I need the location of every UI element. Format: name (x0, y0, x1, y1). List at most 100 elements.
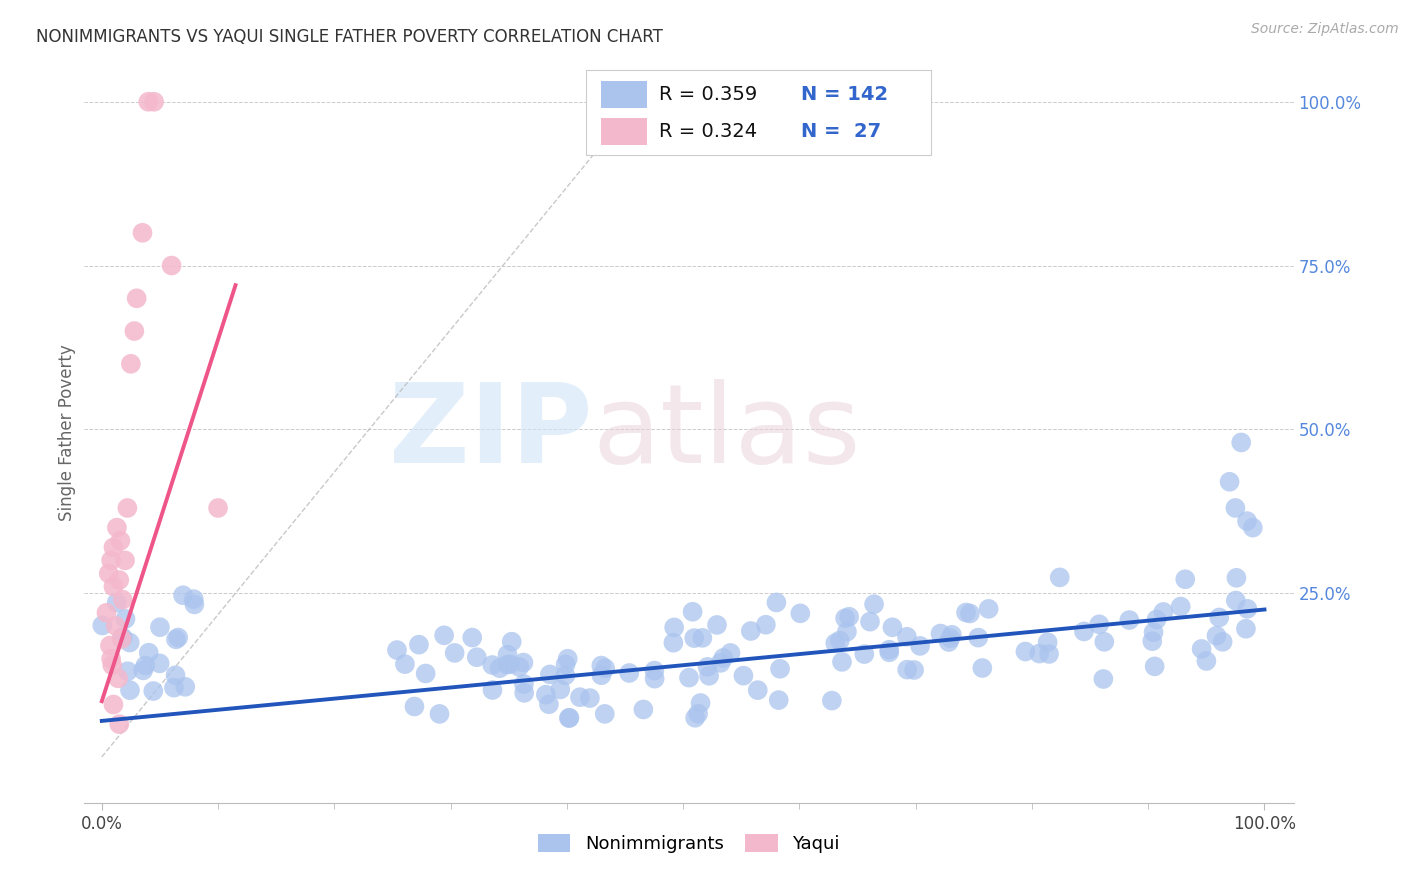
Text: N = 142: N = 142 (801, 85, 889, 103)
Point (103, 580, 125, 594)
Text: atlas: atlas (592, 379, 860, 486)
Point (554, 668, 576, 682)
Point (110, 632, 132, 646)
Point (163, 681, 186, 695)
Text: N =  27: N = 27 (801, 122, 882, 141)
Point (538, 667, 561, 681)
Point (142, 684, 165, 698)
Point (207, 500, 229, 515)
Point (104, 619, 127, 633)
Point (579, 691, 602, 706)
Point (929, 626, 952, 640)
Point (662, 620, 685, 634)
Point (165, 668, 187, 682)
Point (733, 668, 755, 682)
Point (125, 291, 148, 305)
Point (1236, 602, 1258, 616)
Point (96, 606, 118, 620)
Point (1049, 570, 1071, 584)
Point (1092, 635, 1115, 649)
Point (1174, 572, 1197, 586)
Point (174, 680, 197, 694)
Point (134, 658, 156, 673)
Point (633, 702, 655, 716)
Point (97, 566, 120, 581)
Point (683, 711, 706, 725)
Point (769, 662, 792, 676)
Point (1152, 605, 1174, 619)
Point (110, 533, 132, 548)
Point (1088, 617, 1111, 632)
Point (941, 628, 963, 642)
Point (132, 664, 155, 678)
Point (1143, 659, 1166, 673)
Point (107, 671, 129, 685)
Point (118, 635, 141, 649)
Point (165, 632, 187, 647)
Point (747, 683, 769, 698)
Point (117, 665, 139, 679)
Point (443, 646, 465, 660)
Point (967, 631, 990, 645)
Point (103, 541, 125, 555)
Point (481, 658, 503, 673)
Point (111, 631, 134, 645)
Point (488, 661, 510, 675)
Text: R = 0.324: R = 0.324 (659, 122, 756, 141)
Point (853, 647, 876, 661)
Point (1028, 647, 1050, 661)
Point (108, 717, 131, 731)
Point (508, 660, 530, 674)
Point (882, 620, 904, 634)
Point (908, 639, 931, 653)
Point (513, 677, 536, 691)
Point (593, 661, 616, 675)
Point (149, 620, 172, 634)
Point (896, 630, 918, 644)
Point (1234, 622, 1257, 636)
Point (394, 657, 416, 672)
Point (118, 683, 141, 698)
Point (160, 259, 183, 273)
Point (143, 95, 166, 109)
Point (117, 500, 139, 515)
Point (1038, 647, 1060, 661)
Point (678, 671, 700, 685)
Point (501, 634, 523, 648)
Point (619, 665, 641, 680)
Point (955, 606, 977, 620)
Point (404, 699, 426, 714)
Point (1118, 613, 1140, 627)
Point (696, 660, 718, 674)
Point (838, 609, 860, 624)
Point (643, 664, 665, 678)
Point (111, 592, 134, 607)
Point (149, 657, 172, 671)
Point (977, 602, 1000, 616)
Point (433, 628, 456, 642)
Point (789, 607, 811, 621)
Point (706, 618, 728, 632)
Text: R = 0.359: R = 0.359 (659, 85, 756, 103)
Point (755, 617, 778, 632)
Point (877, 642, 900, 657)
Legend: Nonimmigrants, Yaqui: Nonimmigrants, Yaqui (530, 827, 848, 861)
Point (548, 682, 571, 697)
Point (821, 693, 844, 707)
FancyBboxPatch shape (600, 118, 647, 145)
Point (124, 324, 146, 338)
Point (896, 663, 918, 677)
Point (558, 711, 581, 725)
Point (534, 688, 557, 702)
Text: Source: ZipAtlas.com: Source: ZipAtlas.com (1251, 22, 1399, 37)
Point (591, 658, 613, 673)
Point (1241, 521, 1264, 535)
Point (568, 690, 591, 705)
Point (1142, 634, 1164, 648)
Point (1092, 672, 1115, 686)
Point (183, 598, 205, 612)
Point (1142, 625, 1164, 640)
Point (461, 631, 484, 645)
Point (429, 706, 451, 721)
Point (108, 573, 131, 587)
